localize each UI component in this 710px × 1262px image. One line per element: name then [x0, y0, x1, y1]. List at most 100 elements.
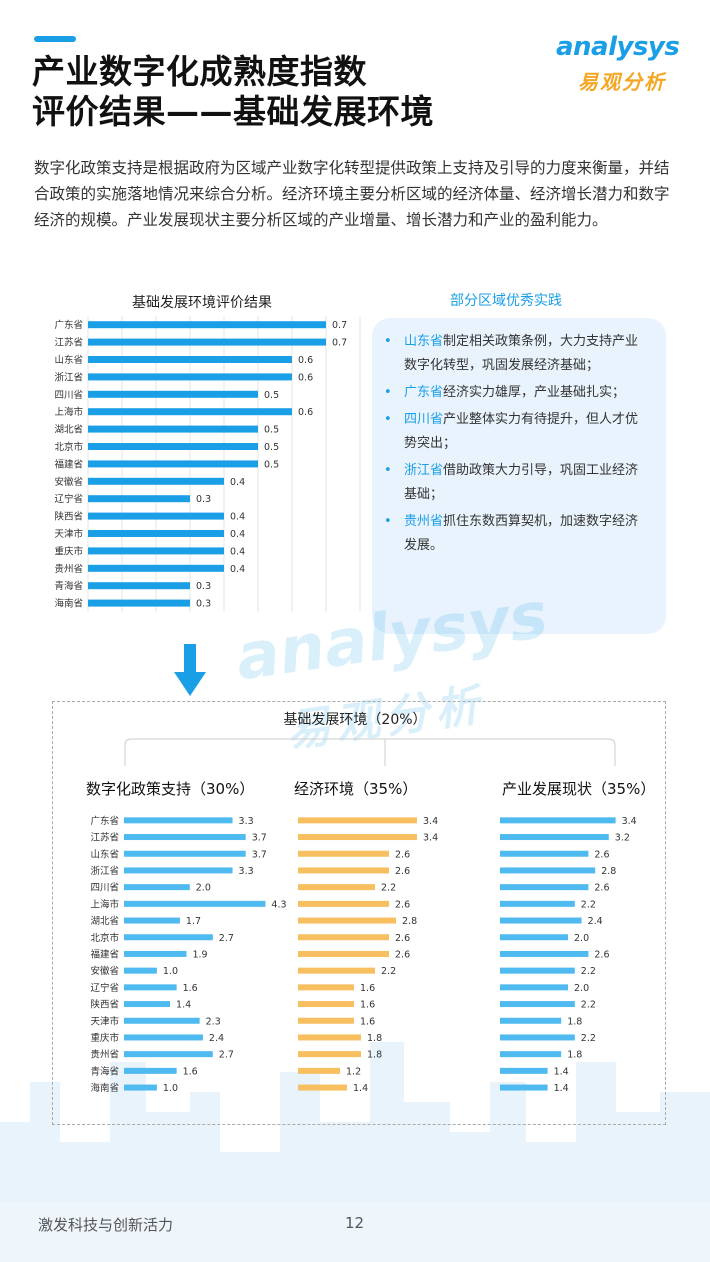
value-label: 2.0 [574, 933, 589, 944]
value-label: 2.6 [395, 949, 410, 960]
overall-chart-title: 基础发展环境评价结果 [132, 295, 272, 311]
bar [500, 1017, 562, 1024]
value-label: 1.4 [554, 1083, 569, 1094]
practices-panel: • 山东省制定相关政策条例，大力支持产业数字化转型，巩固发展经济基础； • 广东省经… [372, 318, 666, 634]
bar [500, 1034, 575, 1041]
category-label: 安徽省 [90, 965, 119, 977]
category-label: 辽宁省 [90, 982, 119, 994]
value-label: 0.3 [196, 494, 211, 505]
bar [500, 867, 596, 874]
category-label: 福建省 [54, 458, 83, 470]
bar [298, 817, 417, 824]
bar [124, 950, 187, 957]
value-label: 3.4 [423, 833, 438, 844]
bar [500, 850, 589, 857]
page-title: 产业数字化成熟度指数 评价结果——基础发展环境 [32, 52, 552, 132]
bar [298, 967, 375, 974]
value-label: 0.5 [264, 425, 279, 436]
practice-province: 四川省 [404, 412, 444, 427]
category-label: 重庆市 [54, 545, 83, 557]
bar [124, 817, 233, 824]
bar [124, 900, 266, 907]
value-label: 2.2 [581, 966, 596, 977]
value-label: 1.8 [367, 1050, 382, 1061]
practices-title: 部分区域优秀实践 [450, 293, 562, 309]
value-label: 0.4 [230, 529, 245, 540]
bar [500, 950, 589, 957]
value-label: 2.4 [209, 1033, 224, 1044]
practice-item: • 广东省经济实力雄厚，产业基础扎实； [384, 381, 650, 405]
practice-item: • 浙江省借助政策大力引导，巩固工业经济基础； [384, 459, 650, 507]
value-label: 0.6 [298, 355, 313, 366]
bar [500, 1084, 548, 1091]
bar [500, 1051, 562, 1058]
bar [298, 1051, 361, 1058]
category-label: 陕西省 [54, 511, 83, 523]
category-label: 浙江省 [90, 865, 119, 877]
category-label: 四川省 [90, 882, 119, 894]
practice-text: 抓住东数西算契机，加速数字经济发展。 [404, 514, 639, 553]
value-label: 0.5 [264, 459, 279, 470]
city-skyline-background [0, 1042, 710, 1262]
value-label: 1.6 [183, 983, 198, 994]
bar [124, 1001, 171, 1008]
bar [88, 408, 292, 416]
value-label: 0.6 [298, 372, 313, 383]
value-label: 2.4 [588, 916, 603, 927]
section-bracket [124, 738, 616, 766]
bullet-icon: • [384, 385, 392, 400]
bar [124, 1051, 213, 1058]
value-label: 3.4 [622, 816, 637, 827]
value-label: 2.6 [395, 849, 410, 860]
practice-province: 广东省 [404, 385, 444, 400]
bar [88, 495, 190, 503]
bar [500, 900, 575, 907]
value-label: 1.6 [360, 1016, 375, 1027]
practice-province: 山东省 [404, 334, 444, 349]
value-label: 1.4 [176, 1000, 191, 1011]
category-label: 四川省 [54, 389, 83, 401]
economy-chart-title: 经济环境（35%） [294, 780, 418, 798]
bar [500, 1001, 575, 1008]
value-label: 2.6 [594, 883, 609, 894]
value-label: 1.6 [360, 1000, 375, 1011]
economy-bar-chart: 3.4 3.4 2.6 2.6 2.2 2.6 2.8 2.6 2.6 2.2 1.6 1.6 1.6 1… [298, 816, 438, 1094]
value-label: 2.6 [395, 899, 410, 910]
bar [88, 477, 224, 485]
bar [298, 1067, 340, 1074]
bar [500, 817, 616, 824]
value-label: 1.6 [183, 1066, 198, 1077]
category-label: 北京市 [90, 932, 119, 944]
bar [500, 884, 589, 891]
value-label: 1.7 [186, 916, 201, 927]
value-label: 1.8 [567, 1016, 582, 1027]
category-label: 福建省 [90, 948, 119, 960]
overall-bar-chart: 广东省 0.7 江苏省 0.7 山东省 0.6 浙江省 0.6 四川省 0.5 上海市 0.6 湖北省 0… [54, 316, 361, 612]
value-label: 0.7 [332, 320, 347, 331]
category-label: 上海市 [90, 898, 119, 910]
page-title-line1: 产业数字化成熟度指数 [32, 52, 367, 91]
category-label: 青海省 [90, 1065, 119, 1077]
bar [124, 967, 157, 974]
category-label: 江苏省 [54, 337, 83, 349]
category-label: 重庆市 [90, 1032, 119, 1044]
bar [88, 530, 224, 537]
value-label: 2.7 [219, 1050, 234, 1061]
bar [88, 338, 326, 346]
value-label: 0.3 [196, 599, 211, 610]
value-label: 2.0 [574, 983, 589, 994]
value-label: 0.3 [196, 581, 211, 592]
value-label: 1.4 [353, 1083, 368, 1094]
bar [124, 917, 180, 924]
value-label: 3.4 [423, 816, 438, 827]
value-label: 4.3 [271, 899, 286, 910]
bar [298, 1034, 361, 1041]
logo-wordmark: analysys [556, 32, 680, 62]
value-label: 2.6 [395, 933, 410, 944]
bar [298, 900, 389, 907]
bar [88, 390, 258, 398]
bullet-icon: • [384, 412, 392, 427]
value-label: 3.7 [252, 849, 267, 860]
bullet-icon: • [384, 334, 392, 349]
value-label: 2.2 [581, 1000, 596, 1011]
